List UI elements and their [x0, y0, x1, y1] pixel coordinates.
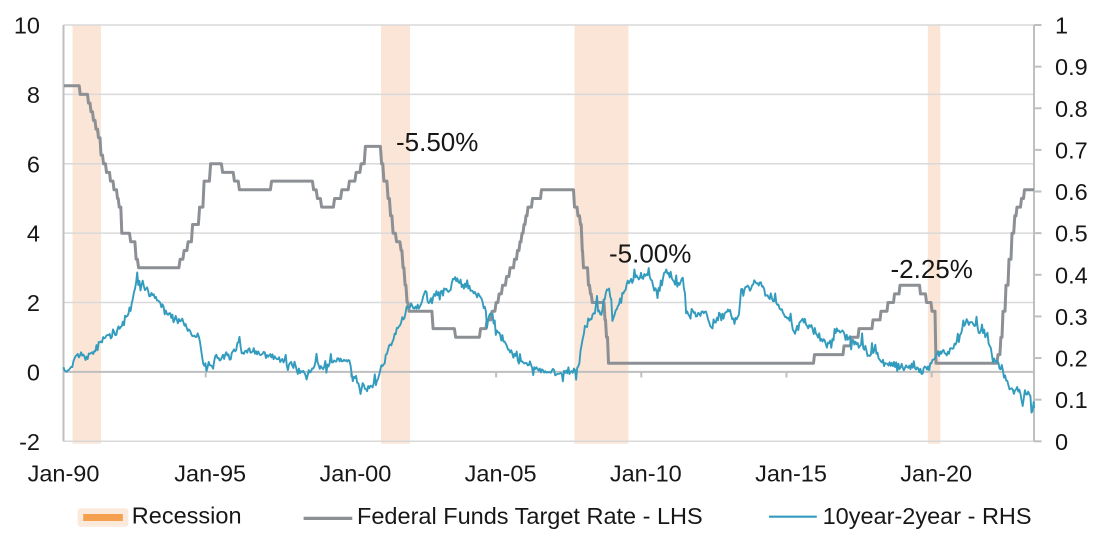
svg-text:-5.00%: -5.00%: [609, 239, 691, 269]
svg-text:2: 2: [27, 290, 40, 316]
svg-text:-2.25%: -2.25%: [891, 254, 973, 284]
svg-text:Recession: Recession: [132, 502, 242, 528]
svg-text:0.3: 0.3: [1055, 304, 1088, 330]
svg-text:6: 6: [27, 151, 40, 177]
svg-text:0.2: 0.2: [1055, 346, 1088, 372]
svg-text:Jan-10: Jan-10: [610, 461, 682, 487]
svg-text:Jan-05: Jan-05: [465, 461, 537, 487]
svg-text:0.7: 0.7: [1055, 137, 1088, 163]
svg-text:8: 8: [27, 82, 40, 108]
svg-text:0.6: 0.6: [1055, 179, 1088, 205]
svg-text:0: 0: [1055, 429, 1068, 455]
svg-text:Jan-15: Jan-15: [755, 461, 827, 487]
svg-text:Jan-90: Jan-90: [28, 461, 100, 487]
svg-text:0.1: 0.1: [1055, 387, 1088, 413]
svg-text:10year-2year - RHS: 10year-2year - RHS: [823, 503, 1032, 529]
svg-text:Jan-20: Jan-20: [900, 461, 972, 487]
svg-text:0.9: 0.9: [1055, 54, 1088, 80]
svg-text:0.4: 0.4: [1055, 262, 1088, 288]
svg-text:10: 10: [14, 13, 40, 39]
svg-text:0: 0: [27, 359, 40, 385]
svg-text:0.8: 0.8: [1055, 96, 1088, 122]
svg-text:-2: -2: [19, 429, 40, 455]
svg-text:1: 1: [1055, 13, 1068, 39]
svg-text:4: 4: [27, 221, 40, 247]
svg-text:Federal Funds Target Rate - LH: Federal Funds Target Rate - LHS: [357, 503, 703, 529]
svg-text:Jan-95: Jan-95: [174, 461, 246, 487]
svg-text:0.5: 0.5: [1055, 221, 1088, 247]
svg-text:Jan-00: Jan-00: [319, 461, 391, 487]
svg-text:-5.50%: -5.50%: [396, 127, 478, 157]
